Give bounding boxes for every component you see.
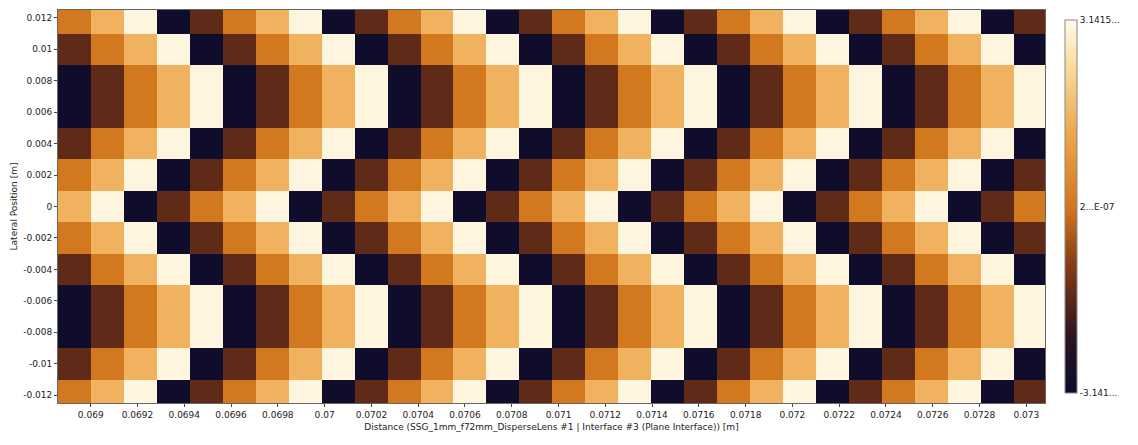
svg-text:0.0704: 0.0704 bbox=[402, 410, 434, 420]
svg-text:0.073: 0.073 bbox=[1013, 410, 1039, 420]
svg-text:-0.008: -0.008 bbox=[23, 327, 52, 337]
svg-text:3.1415...: 3.1415... bbox=[1080, 15, 1120, 25]
svg-text:0.0708: 0.0708 bbox=[496, 410, 528, 420]
svg-text:0.0696: 0.0696 bbox=[215, 410, 247, 420]
svg-text:0.0706: 0.0706 bbox=[449, 410, 481, 420]
svg-text:0.0692: 0.0692 bbox=[122, 410, 154, 420]
svg-text:0.0712: 0.0712 bbox=[590, 410, 622, 420]
svg-text:0.072: 0.072 bbox=[780, 410, 806, 420]
svg-text:-0.004: -0.004 bbox=[23, 265, 52, 275]
svg-text:-0.01: -0.01 bbox=[29, 359, 52, 369]
svg-text:0.0716: 0.0716 bbox=[683, 410, 715, 420]
svg-text:0.006: 0.006 bbox=[26, 107, 52, 117]
svg-text:0.07: 0.07 bbox=[315, 410, 335, 420]
svg-text:0.0722: 0.0722 bbox=[823, 410, 855, 420]
svg-text:0.0694: 0.0694 bbox=[169, 410, 201, 420]
svg-text:0.0718: 0.0718 bbox=[730, 410, 762, 420]
svg-text:0.008: 0.008 bbox=[26, 76, 52, 86]
svg-text:0: 0 bbox=[46, 202, 52, 212]
svg-text:Distance (SSG_1mm_f72mm_Disper: Distance (SSG_1mm_f72mm_DisperseLens #1 … bbox=[364, 422, 738, 432]
svg-text:0.071: 0.071 bbox=[546, 410, 572, 420]
svg-text:2...E-07: 2...E-07 bbox=[1080, 202, 1115, 212]
svg-text:0.012: 0.012 bbox=[26, 13, 52, 23]
svg-text:0.0728: 0.0728 bbox=[964, 410, 996, 420]
svg-text:0.0724: 0.0724 bbox=[870, 410, 902, 420]
svg-text:0.002: 0.002 bbox=[26, 170, 52, 180]
svg-text:-0.006: -0.006 bbox=[23, 296, 52, 306]
svg-text:-3.141...: -3.141... bbox=[1080, 388, 1118, 398]
svg-text:0.069: 0.069 bbox=[78, 410, 104, 420]
svg-text:-0.002: -0.002 bbox=[23, 233, 52, 243]
svg-text:-0.012: -0.012 bbox=[23, 390, 52, 400]
svg-text:0.004: 0.004 bbox=[26, 139, 52, 149]
svg-text:0.0714: 0.0714 bbox=[636, 410, 668, 420]
svg-text:0.0698: 0.0698 bbox=[262, 410, 294, 420]
svg-text:Lateral Position [m]: Lateral Position [m] bbox=[9, 163, 19, 251]
svg-text:0.0702: 0.0702 bbox=[356, 410, 388, 420]
svg-text:0.01: 0.01 bbox=[32, 44, 52, 54]
svg-text:0.0726: 0.0726 bbox=[917, 410, 949, 420]
